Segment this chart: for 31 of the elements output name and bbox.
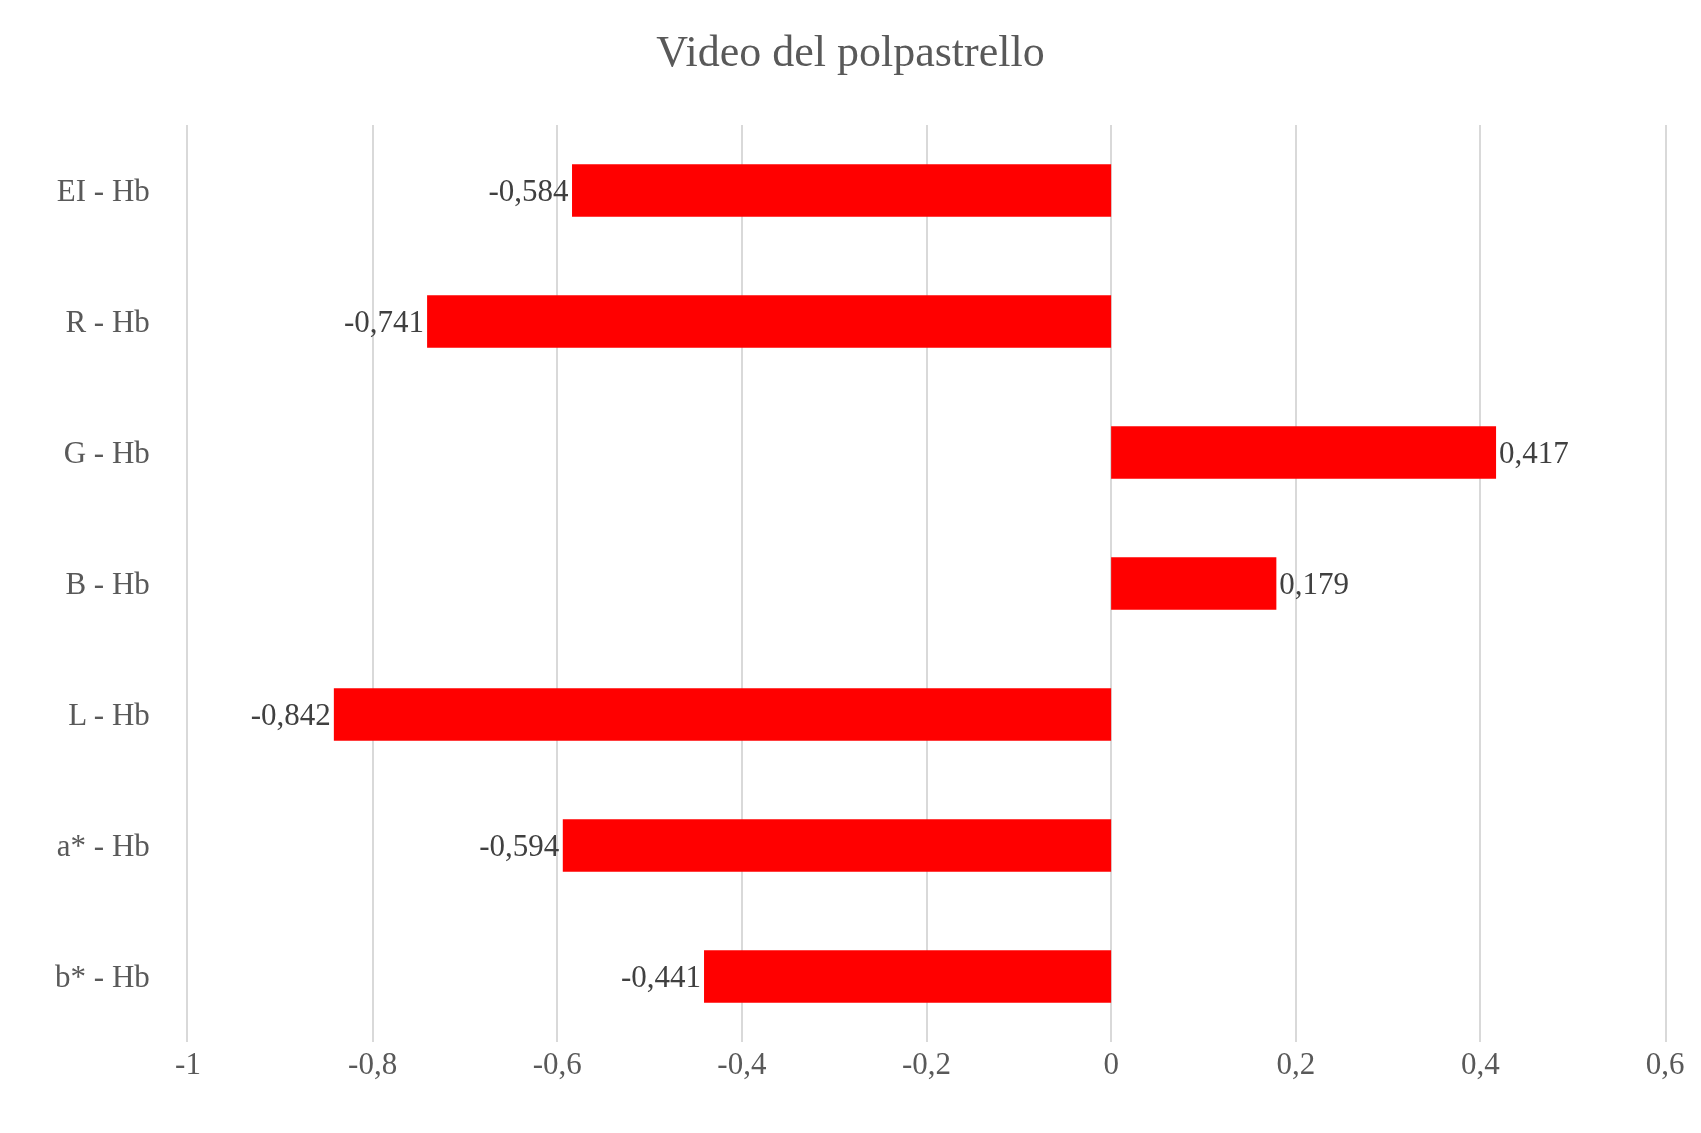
x-tick-label: 0: [1103, 1046, 1119, 1081]
data-label: 0,179: [1279, 566, 1350, 601]
data-label: -0,584: [488, 173, 570, 208]
data-label: -0,441: [620, 959, 702, 994]
y-tick-label: R - Hb: [65, 304, 150, 340]
x-tick-label: -0,8: [348, 1046, 398, 1081]
y-tick-label: B - Hb: [65, 566, 150, 602]
y-tick-label: b* - Hb: [55, 959, 150, 995]
y-tick-label: L - Hb: [68, 697, 150, 733]
data-label: 0,417: [1499, 435, 1569, 470]
data-label: -0,741: [344, 304, 425, 339]
data-label: -0,594: [479, 828, 560, 863]
bar: [427, 295, 1112, 348]
y-tick-label: EI - Hb: [56, 173, 150, 209]
chart-title: Video del polpastrello: [656, 27, 1045, 77]
bar: [572, 164, 1112, 217]
bar: [333, 688, 1112, 741]
bar: [704, 950, 1112, 1003]
bar: [562, 819, 1112, 872]
y-tick-label: G - Hb: [63, 435, 150, 471]
x-tick-label: -1: [175, 1046, 201, 1081]
x-tick-label: 0,6: [1645, 1046, 1685, 1081]
y-tick-label: a* - Hb: [56, 828, 150, 864]
data-label: -0,842: [250, 697, 331, 732]
x-tick-label: -0,6: [532, 1046, 582, 1081]
x-tick-label: 0,4: [1461, 1046, 1501, 1081]
x-tick-label: 0,2: [1276, 1046, 1316, 1081]
x-tick-label: -0,2: [901, 1046, 952, 1081]
x-tick-label: -0,4: [717, 1046, 767, 1081]
bar: [1111, 426, 1497, 479]
bar: [1111, 557, 1277, 610]
